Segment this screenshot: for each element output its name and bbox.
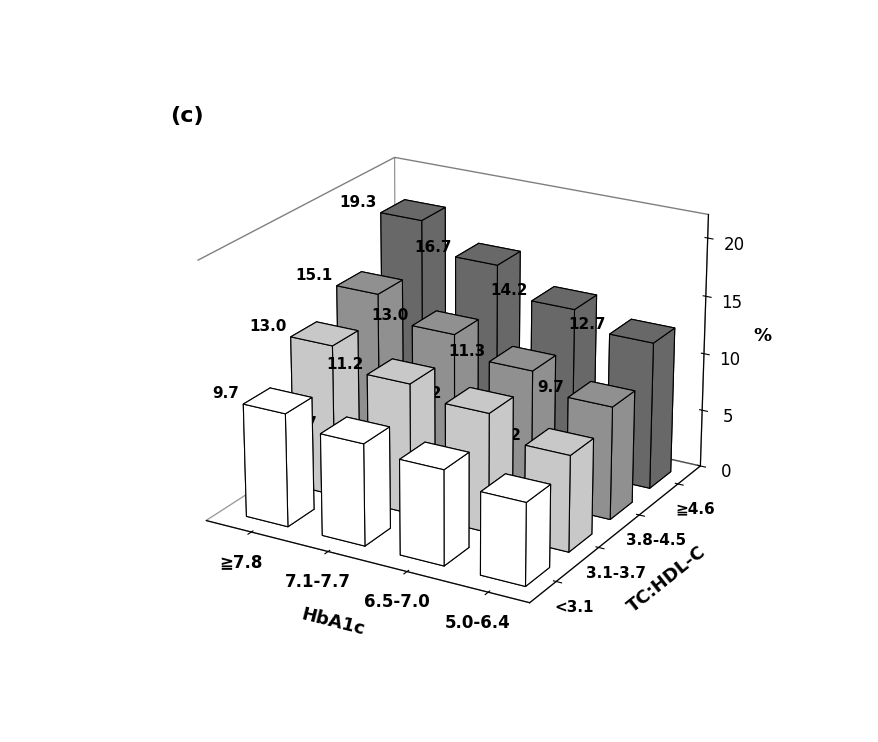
Y-axis label: TC:HDL-C: TC:HDL-C	[623, 542, 709, 616]
X-axis label: HbA1c: HbA1c	[299, 606, 366, 640]
Text: (c): (c)	[170, 106, 204, 126]
